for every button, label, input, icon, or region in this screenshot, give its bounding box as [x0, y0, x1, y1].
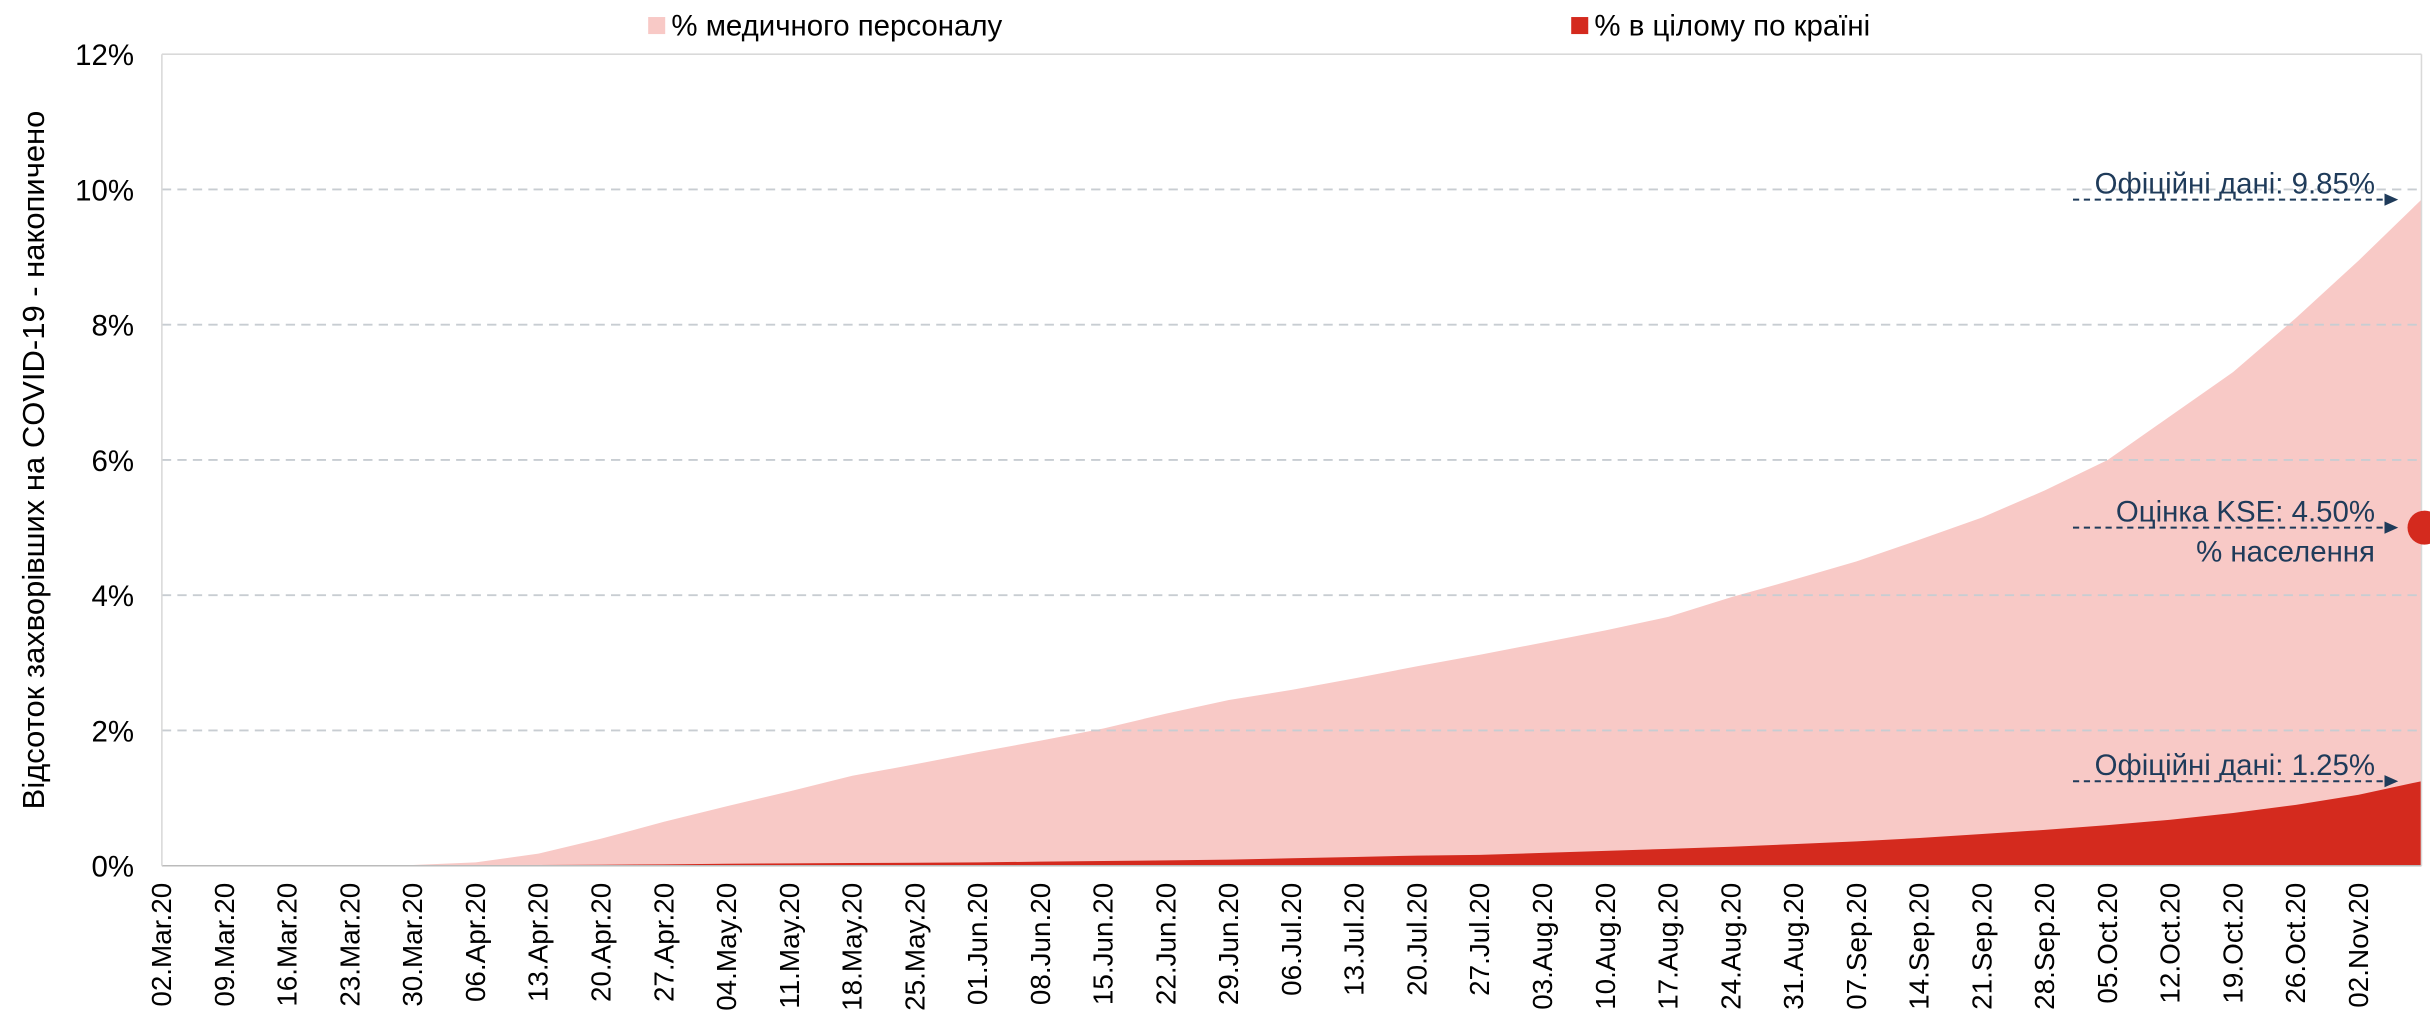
- x-tick-label: 04.May.20: [711, 883, 742, 1011]
- x-tick-label: 16.Mar.20: [272, 883, 303, 1007]
- y-tick-label: 2%: [91, 715, 134, 748]
- y-tick-label: 12%: [75, 39, 134, 72]
- x-tick-label: 06.Apr.20: [460, 883, 491, 1002]
- y-tick-label: 10%: [75, 174, 134, 207]
- x-tick-label: 13.Apr.20: [523, 883, 554, 1002]
- x-tick-label: 12.Oct.20: [2155, 883, 2186, 1004]
- x-tick-label: 14.Sep.20: [1904, 883, 1935, 1010]
- y-tick-label: 6%: [91, 445, 134, 478]
- x-tick-label: 28.Sep.20: [2029, 883, 2060, 1010]
- x-tick-label: 02.Mar.20: [146, 883, 177, 1007]
- x-tick-label: 18.May.20: [837, 883, 868, 1011]
- area: [161, 781, 2422, 866]
- x-tick-label: 13.Jul.20: [1339, 883, 1370, 996]
- y-axis-label: Відсоток захворівших на COVID-19 - накоп…: [16, 111, 51, 810]
- x-tick-label: 09.Mar.20: [209, 883, 240, 1007]
- x-tick-label: 22.Jun.20: [1150, 883, 1181, 1005]
- y-tick-label: 4%: [91, 580, 134, 613]
- x-tick-label: 05.Oct.20: [2092, 883, 2123, 1004]
- x-tick-label: 03.Aug.20: [1527, 883, 1558, 1010]
- x-tick-label: 27.Apr.20: [648, 883, 679, 1002]
- x-tick-label: 30.Mar.20: [397, 883, 428, 1007]
- x-tick-label: 20.Jul.20: [1401, 883, 1432, 996]
- x-tick-label: 15.Jun.20: [1088, 883, 1119, 1005]
- x-tick-label: 21.Sep.20: [1966, 883, 1997, 1010]
- kse-marker: [2407, 510, 2430, 545]
- annotation-text: Оцінка KSE: 4.50%: [2116, 495, 2375, 528]
- annotation-subtext: % населення: [2196, 536, 2375, 569]
- x-tick-label: 23.Mar.20: [334, 883, 365, 1007]
- x-tick-label: 31.Aug.20: [1778, 883, 1809, 1010]
- annotation-text: Офіційні дані: 1.25%: [2095, 749, 2375, 782]
- x-tick-label: 25.May.20: [899, 883, 930, 1011]
- x-tick-label: 01.Jun.20: [962, 883, 993, 1005]
- legend-label: % медичного персоналу: [671, 10, 1002, 43]
- y-tick-label: 0%: [91, 851, 134, 884]
- x-tick-label: 24.Aug.20: [1715, 883, 1746, 1010]
- x-tick-label: 17.Aug.20: [1653, 883, 1684, 1010]
- legend-swatch: [1571, 17, 1589, 35]
- area: [161, 199, 2422, 866]
- x-tick-label: 02.Nov.20: [2343, 883, 2374, 1008]
- x-tick-label: 29.Jun.20: [1213, 883, 1244, 1005]
- annotation-text: Офіційні дані: 9.85%: [2095, 167, 2375, 200]
- x-tick-label: 10.Aug.20: [1590, 883, 1621, 1010]
- x-tick-label: 11.May.20: [774, 883, 805, 1009]
- x-tick-label: 26.Oct.20: [2280, 883, 2311, 1004]
- x-tick-label: 20.Apr.20: [586, 883, 617, 1002]
- x-tick-label: 08.Jun.20: [1025, 883, 1056, 1005]
- y-tick-label: 8%: [91, 310, 134, 343]
- legend-label: % в цілому по країні: [1594, 10, 1870, 43]
- x-tick-label: 19.Oct.20: [2217, 883, 2248, 1004]
- legend-swatch: [648, 17, 666, 35]
- x-tick-label: 06.Jul.20: [1276, 883, 1307, 996]
- x-tick-label: 27.Jul.20: [1464, 883, 1495, 996]
- x-tick-label: 07.Sep.20: [1841, 883, 1872, 1010]
